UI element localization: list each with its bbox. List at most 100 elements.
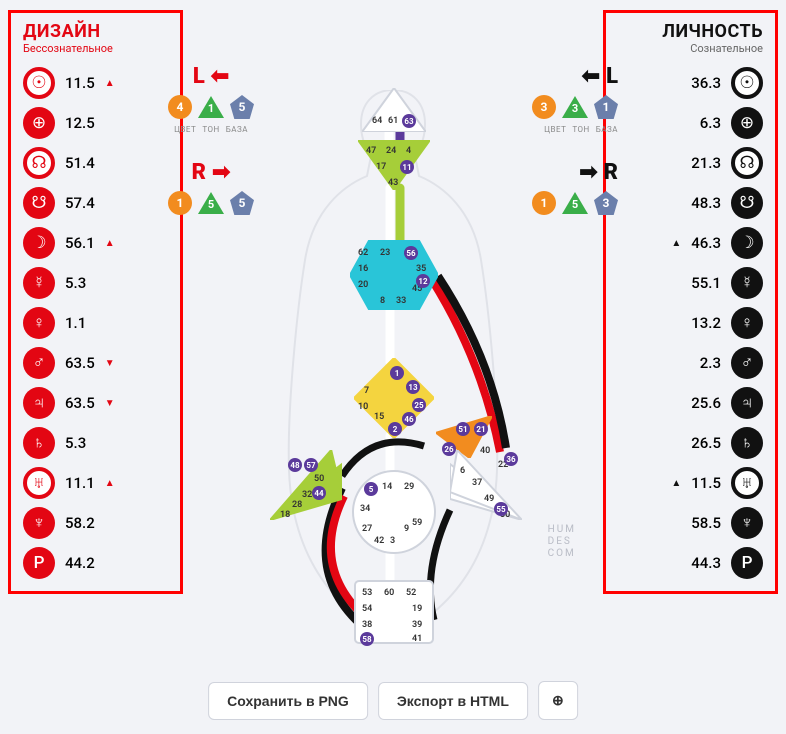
gate-value: 5.3 [65,274,86,292]
gate-value: 11.5 [691,474,721,492]
planet-glyph-icon: ☊ [731,147,763,179]
gate-number: 15 [374,412,384,422]
gate-number: 60 [384,588,394,598]
save-png-button[interactable]: Сохранить в PNG [208,682,368,720]
gate-value: 11.5 [65,74,95,92]
gate-value: 56.1 [65,234,95,252]
gate-dot: 5 [364,482,378,496]
gate-dot: 58 [360,632,374,646]
planet-glyph-icon: ☋ [731,187,763,219]
gate-number: 35 [416,264,426,274]
gate-number: 3 [390,536,395,546]
variable-badge: 5 [198,192,224,214]
gate-value: 58.2 [65,514,95,532]
center-head: 646163 [362,88,426,132]
design-variable-R: R ➡ 155 [168,160,254,215]
personality-variable-R: ➡ R 153 [532,160,618,215]
planet-glyph-icon: ♆ [731,507,763,539]
arrow-R-left: R ➡ [192,160,231,185]
gate-number: 6 [460,466,465,476]
gate-dot: 56 [404,246,418,260]
gate-dot: 51 [456,422,470,436]
gate-number: 34 [360,504,370,514]
variable-badge: 3 [562,96,588,118]
personality-row: 6.3 ⊕ [618,103,763,143]
gate-value: 5.3 [65,434,86,452]
design-row: ♆ 58.2 [23,503,168,543]
planet-glyph-icon: ♄ [731,427,763,459]
gate-number: 49 [484,494,494,504]
gate-dot: 63 [402,114,416,128]
planet-glyph-icon: ♅ [23,467,55,499]
variable-badge: 3 [594,191,618,215]
gate-number: 9 [404,524,409,534]
gate-number: 38 [362,620,372,630]
gate-dot: 1 [390,366,404,380]
gate-number: 14 [382,482,392,492]
gate-dot: 12 [416,274,430,288]
variable-badge: 3 [532,95,556,119]
planet-glyph-icon: ☊ [23,147,55,179]
gate-number: 54 [362,604,372,614]
gate-dot: 55 [494,502,508,516]
personality-row: 21.3 ☊ [618,143,763,183]
gate-number: 17 [376,162,386,172]
design-subtitle: Бессознательное [23,42,168,55]
variable-badge: 1 [594,95,618,119]
planet-glyph-icon: ☽ [23,227,55,259]
design-row: P 44.2 [23,543,168,583]
planet-glyph-icon: ☉ [23,67,55,99]
arrow-L-left: L ⬅ [193,64,229,89]
gate-number: 10 [358,402,368,412]
zoom-button[interactable]: ⊕ [538,681,578,720]
planet-glyph-icon: ♆ [23,507,55,539]
variable-badge: 4 [168,95,192,119]
arrow-icon: ▼ [105,398,115,409]
gate-number: 37 [472,478,482,488]
gate-number: 43 [388,178,398,188]
gate-dot: 36 [504,452,518,466]
gate-number: 32 [302,490,312,500]
toolbar: Сохранить в PNG Экспорт в HTML ⊕ [208,681,578,720]
variable-badge: 1 [532,191,556,215]
gate-number: 64 [372,116,382,126]
design-variable-L: L ⬅ 415 ЦВЕТТОНБАЗА [168,64,254,134]
personality-row: ▲ 11.5 ♅ [618,463,763,503]
gate-dot: 46 [402,412,416,426]
arrow-icon: ▲ [105,78,115,89]
bodygraph-diagram: 646163 47244174311 6223163520458335612 7… [192,10,594,680]
personality-row: 44.3 P [618,543,763,583]
gate-value: 6.3 [700,114,721,132]
gate-value: 63.5 [65,394,95,412]
design-title: ДИЗАЙН [23,21,168,42]
center-g: 7101511325462 [354,358,434,438]
gate-number: 29 [404,482,414,492]
gate-dot: 13 [406,380,420,394]
export-html-button[interactable]: Экспорт в HTML [378,682,528,720]
arrow-icon: ▲ [671,478,681,489]
gate-value: 55.1 [691,274,721,292]
arrow-icon: ▲ [105,478,115,489]
design-row: ☽ 56.1 ▲ [23,223,168,263]
design-row: ⊕ 12.5 [23,103,168,143]
gate-number: 50 [314,474,324,484]
zoom-icon: ⊕ [552,692,564,708]
watermark: HUMDESCOM [548,524,576,560]
personality-row: 36.3 ☉ [618,63,763,103]
design-row: ☉ 11.5 ▲ [23,63,168,103]
personality-row: 26.5 ♄ [618,423,763,463]
gate-value: 63.5 [65,354,95,372]
personality-row: 2.3 ♂ [618,343,763,383]
gate-value: 58.5 [691,514,721,532]
planet-glyph-icon: ♀ [23,307,55,339]
gate-number: 20 [358,280,368,290]
gate-value: 44.2 [65,554,95,572]
arrow-R-right: ➡ R [579,160,618,185]
design-row: ☿ 5.3 [23,263,168,303]
personality-row: 55.1 ☿ [618,263,763,303]
personality-rows: 36.3 ☉ 6.3 ⊕ 21.3 ☊ 48.3 ☋ ▲ 46.3 ☽ 55.1… [618,63,763,583]
personality-title: ЛИЧНОСТЬ [618,21,763,42]
gate-dot: 11 [400,160,414,174]
planet-glyph-icon: ♀ [731,307,763,339]
personality-row: ▲ 46.3 ☽ [618,223,763,263]
